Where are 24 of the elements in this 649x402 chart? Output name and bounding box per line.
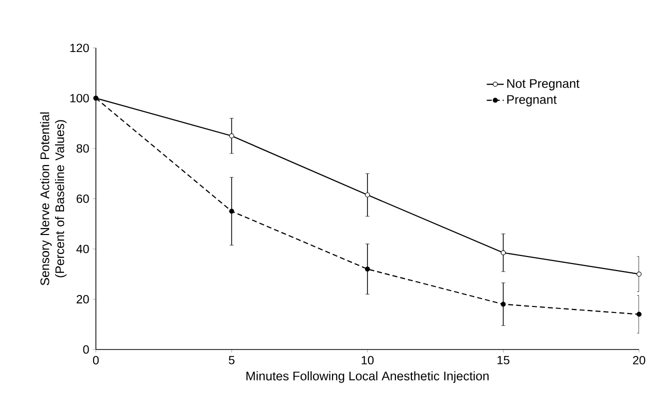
y-tick-label: 60	[76, 194, 89, 203]
y-tick-label: 0	[83, 345, 89, 354]
point	[636, 271, 642, 276]
x-tick-label: 10	[362, 356, 374, 364]
legend-label: Not Pregnant	[507, 79, 580, 90]
point	[229, 208, 234, 214]
point	[636, 312, 642, 317]
x-tick-label: 0	[93, 356, 99, 364]
point	[500, 250, 506, 256]
point	[364, 266, 370, 272]
x-axis-title: Minutes Following Local Anesthetic Injection	[246, 371, 489, 383]
y-tick-label: 120	[70, 44, 89, 52]
y-tick-label: 80	[76, 144, 89, 152]
x-tick-label: 5	[228, 356, 234, 364]
y-tick-label: 40	[76, 244, 89, 253]
x-tick-label: 15	[498, 356, 510, 364]
y-tick-label: 20	[76, 294, 89, 304]
y-axis-title: Sensory Nerve Action Potential (Percent of Baseline Values)	[40, 112, 67, 286]
point	[364, 192, 370, 198]
legend-label: Pregnant	[507, 95, 557, 106]
y-tick-label: 100	[70, 94, 89, 102]
x-tick-label: 20	[633, 356, 646, 364]
point	[500, 302, 506, 307]
point	[229, 133, 234, 138]
